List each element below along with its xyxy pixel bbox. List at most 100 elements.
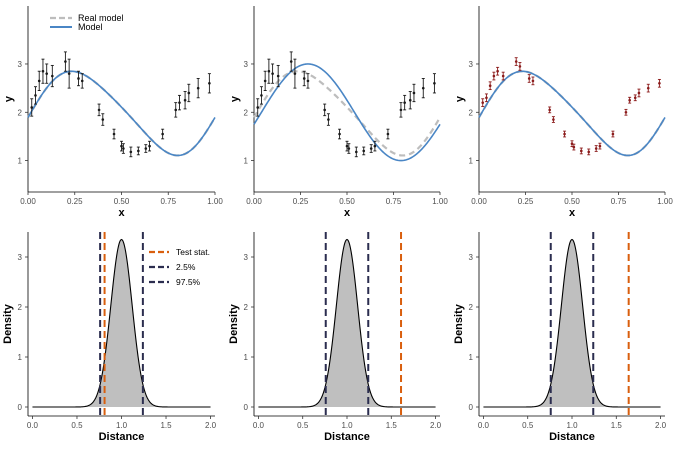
x-tick-label: 0.50 [564, 197, 580, 206]
y-axis-label: Density [228, 303, 240, 344]
x-axis-label: Distance [549, 431, 595, 443]
real-model-curve [253, 70, 441, 157]
x-tick-label: 1.5 [611, 421, 623, 430]
data-point [302, 77, 306, 80]
data-point [271, 72, 274, 75]
x-tick-label: 0.00 [246, 197, 262, 206]
y-tick-label: 1 [18, 157, 23, 166]
y-axis-label: y [229, 95, 241, 102]
data-point [518, 65, 522, 68]
data-point [51, 74, 54, 78]
data-point [144, 147, 148, 150]
x-tick-label: 1.0 [566, 421, 578, 430]
x-tick-label: 0.00 [20, 197, 36, 206]
data-point [77, 77, 80, 80]
y-tick-label: 0 [244, 403, 249, 412]
data-point [183, 98, 187, 102]
panel-top-middle: 0.00 0.25 0.50 0.75 1.00 1 2 3 x y [229, 6, 448, 219]
data-point [496, 69, 499, 73]
data-point [45, 72, 48, 75]
data-point [646, 86, 650, 90]
data-point [120, 144, 123, 148]
y-tick-label: 1 [469, 353, 474, 362]
data-point [256, 106, 260, 109]
data-point [208, 81, 211, 85]
data-point [598, 144, 602, 148]
data-point [67, 72, 71, 75]
y-axis-label: Density [2, 303, 14, 344]
x-tick-label: 2.0 [205, 421, 217, 430]
y-tick-label: 0 [469, 403, 474, 412]
y-tick-label: 2 [18, 303, 23, 312]
y-tick-label: 2 [244, 108, 249, 117]
x-tick-label: 0.25 [67, 197, 83, 206]
data-point [263, 79, 267, 83]
data-point [122, 147, 125, 150]
x-tick-label: 0.75 [386, 197, 402, 206]
x-tick-label: 1.5 [386, 421, 398, 430]
data-point [64, 60, 67, 63]
x-tick-label: 1.00 [207, 197, 223, 206]
density-curve [258, 238, 436, 408]
data-point [399, 108, 403, 112]
data-point [488, 84, 492, 88]
density-area [483, 239, 661, 407]
legend-label: Real model [78, 13, 124, 23]
x-tick-label: 0.0 [253, 421, 265, 430]
data-point [403, 101, 406, 104]
data-point [178, 101, 181, 104]
data-point [552, 118, 555, 121]
x-tick-label: 0.50 [114, 197, 130, 206]
data-point [386, 132, 390, 136]
data-point [148, 144, 151, 148]
model-curve [478, 70, 666, 157]
y-tick-label: 3 [18, 60, 23, 69]
y-tick-label: 1 [469, 157, 474, 166]
data-point [338, 132, 341, 136]
x-axis-label: x [118, 207, 125, 219]
y-tick-label: 3 [18, 253, 23, 262]
x-tick-label: 1.0 [116, 421, 128, 430]
model-curve [253, 63, 441, 162]
data-point [514, 60, 518, 63]
data-point [624, 110, 628, 114]
data-point [327, 118, 330, 121]
data-point [101, 118, 105, 121]
y-tick-label: 2 [244, 303, 249, 312]
data-point [563, 132, 566, 136]
y-tick-label: 0 [18, 403, 23, 412]
x-tick-label: 0.0 [478, 421, 490, 430]
x-tick-label: 2.0 [655, 421, 667, 430]
data-point [129, 150, 133, 154]
data-point [594, 147, 598, 150]
data-point [137, 149, 140, 153]
x-axis-label: x [569, 207, 576, 219]
data-point [345, 144, 349, 148]
data-point [260, 94, 263, 97]
x-axis-label: Distance [99, 431, 145, 443]
panel-bottom-right: 0.0 0.5 1.0 1.5 2.0 0 1 2 3 Distance Density [453, 232, 667, 443]
legend-label: Model [78, 22, 103, 32]
density-area [258, 239, 436, 407]
x-tick-label: 0.25 [518, 197, 534, 206]
data-point [572, 145, 576, 149]
data-point [580, 149, 583, 153]
data-point [587, 150, 591, 154]
data-point [658, 81, 661, 85]
x-tick-label: 0.75 [160, 197, 176, 206]
data-point [369, 147, 373, 150]
x-tick-label: 0.50 [339, 197, 355, 206]
data-point [628, 98, 631, 102]
y-tick-label: 3 [244, 253, 249, 262]
x-tick-label: 1.00 [657, 197, 673, 206]
data-point [347, 147, 351, 150]
y-tick-label: 1 [244, 353, 249, 362]
y-axis-label: y [3, 95, 15, 102]
x-tick-label: 2.0 [430, 421, 442, 430]
density-area [32, 239, 211, 407]
y-axis-label: Density [453, 303, 465, 344]
data-point [481, 101, 485, 104]
data-point [485, 96, 488, 100]
x-tick-label: 1.0 [341, 421, 353, 430]
